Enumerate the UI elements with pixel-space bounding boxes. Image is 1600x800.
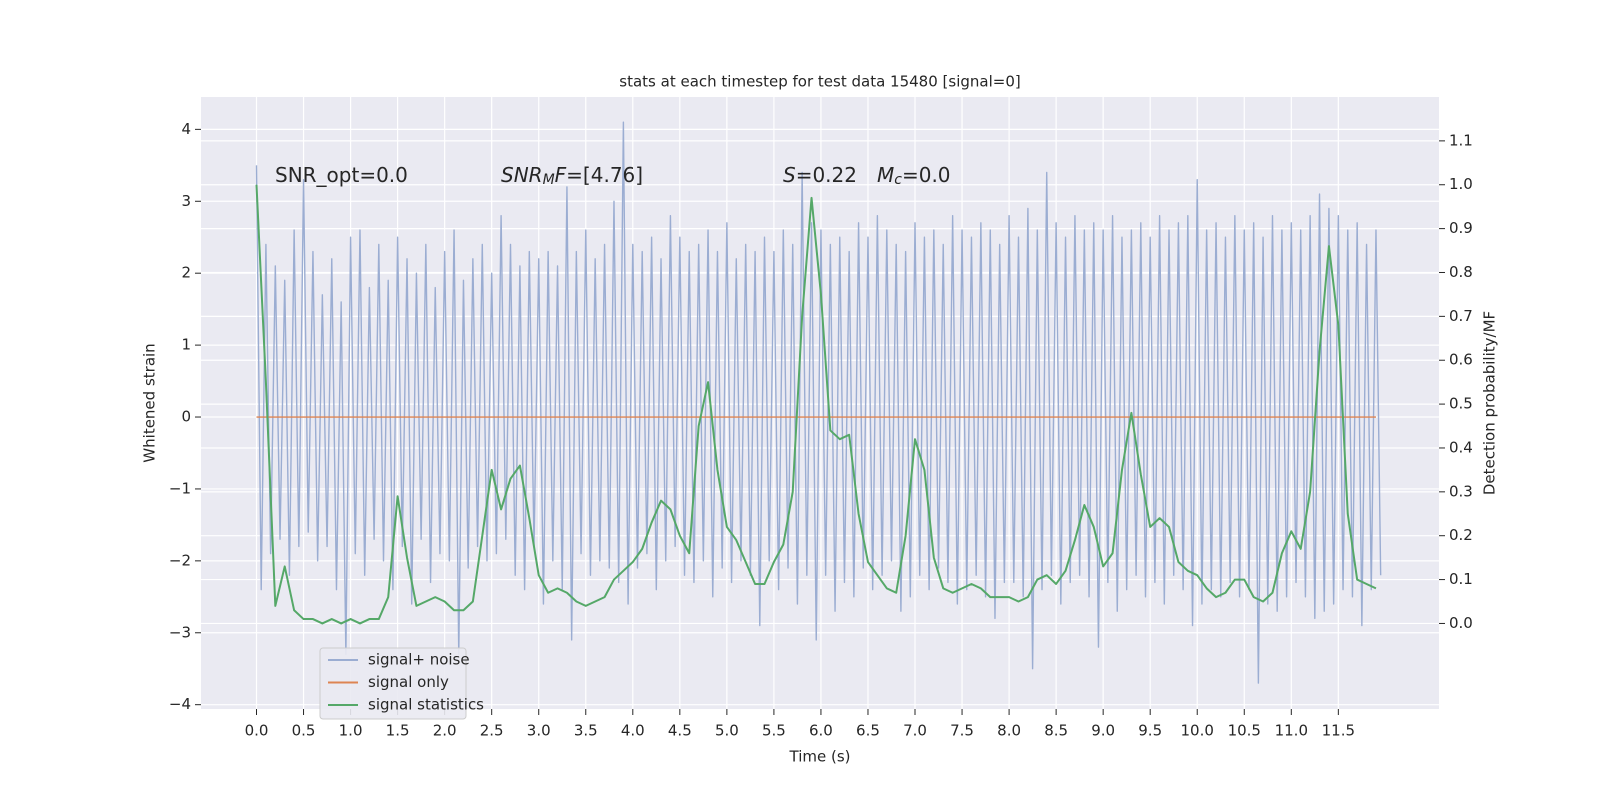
annotation-part: =0.22: [796, 163, 857, 187]
y2-tick-label: 0.4: [1449, 438, 1473, 456]
legend-label: signal only: [368, 673, 449, 691]
y2-tick-label: 0.2: [1449, 526, 1473, 544]
y2-tick-label: 0.0: [1449, 614, 1473, 632]
x-tick-label: 0.0: [245, 722, 269, 740]
y-tick-label: 2: [181, 264, 191, 282]
axes: 0.0 0.5 1.0 1.5 2.0 2.5 3.0 3.5 4.0 4.5 5.0 5.5 6.0 6…: [169, 120, 1473, 740]
y2-tick-label: 0.5: [1449, 395, 1473, 413]
y2-axis-label: Detection probability/MF: [1481, 311, 1499, 495]
y2-tick-label: 1.1: [1449, 131, 1473, 149]
y-tick-label: −1: [169, 479, 191, 497]
annotation-part: F: [555, 163, 567, 187]
legend-box: [319, 647, 467, 720]
annotation-part: =0.0: [902, 163, 951, 187]
x-tick-label: 7.0: [903, 722, 927, 740]
x-axis-label: Time (s): [789, 748, 851, 766]
annotation-part: SNR: [501, 163, 543, 187]
y2-tick-label: 0.9: [1449, 219, 1473, 237]
marks: [255, 121, 1382, 684]
annotation: Mc=0.0: [877, 163, 951, 189]
x-tick-label: 2.0: [433, 722, 457, 740]
annotation-part: =[4.76]: [566, 163, 643, 187]
y-tick-label: −2: [169, 551, 191, 569]
x-tick-label: 11.5: [1322, 722, 1355, 740]
x-tick-label: 8.5: [1044, 722, 1068, 740]
x-tick-label: 4.5: [668, 722, 692, 740]
series-line: [255, 184, 1377, 625]
x-tick-label: 6.5: [856, 722, 880, 740]
y-tick-label: −3: [169, 623, 191, 641]
x-tick-label: 7.5: [950, 722, 974, 740]
x-tick-label: 2.5: [480, 722, 504, 740]
x-tick-label: 11.0: [1275, 722, 1308, 740]
y2-tick-label: 0.3: [1449, 482, 1473, 500]
legend-label: signal+ noise: [368, 651, 470, 669]
annotation: S=0.22: [783, 163, 857, 187]
annotation: SNRMF=[4.76]: [501, 163, 643, 189]
annotation-part: M: [543, 172, 555, 188]
y2-tick-label: 0.8: [1449, 263, 1473, 281]
annotation-part: SNR_opt=0.0: [275, 163, 408, 187]
annotation: SNR_opt=0.0: [275, 163, 408, 187]
y-axis-label: Whitened strain: [141, 343, 159, 462]
annotation-part: S: [783, 163, 796, 187]
y2-tick-label: 1.0: [1449, 175, 1473, 193]
x-tick-label: 9.0: [1091, 722, 1115, 740]
x-tick-label: 8.0: [997, 722, 1021, 740]
series-line: [255, 121, 1382, 684]
y-tick-label: 3: [181, 192, 191, 210]
x-tick-label: 1.5: [386, 722, 410, 740]
annotation-part: M: [877, 163, 894, 187]
legend-label: signal statistics: [368, 696, 484, 714]
x-tick-label: 4.0: [621, 722, 645, 740]
y2-tick-label: 0.1: [1449, 570, 1473, 588]
chart-title: stats at each timestep for test data 154…: [619, 73, 1020, 91]
x-tick-label: 9.5: [1138, 722, 1162, 740]
x-tick-label: 3.0: [527, 722, 551, 740]
x-tick-label: 10.0: [1181, 722, 1214, 740]
x-tick-label: 0.5: [292, 722, 316, 740]
x-tick-label: 6.0: [809, 722, 833, 740]
x-tick-label: 5.5: [762, 722, 786, 740]
y-tick-label: 4: [181, 120, 191, 138]
x-tick-label: 3.5: [574, 722, 598, 740]
x-tick-label: 1.0: [339, 722, 363, 740]
x-tick-label: 5.0: [715, 722, 739, 740]
y2-tick-label: 0.7: [1449, 307, 1473, 325]
x-tick-label: 10.5: [1228, 722, 1261, 740]
y2-tick-label: 0.6: [1449, 351, 1473, 369]
y-tick-label: −4: [169, 695, 191, 713]
y-tick-label: 0: [181, 408, 191, 426]
y-tick-label: 1: [181, 336, 191, 354]
annotation-part: c: [894, 172, 902, 188]
